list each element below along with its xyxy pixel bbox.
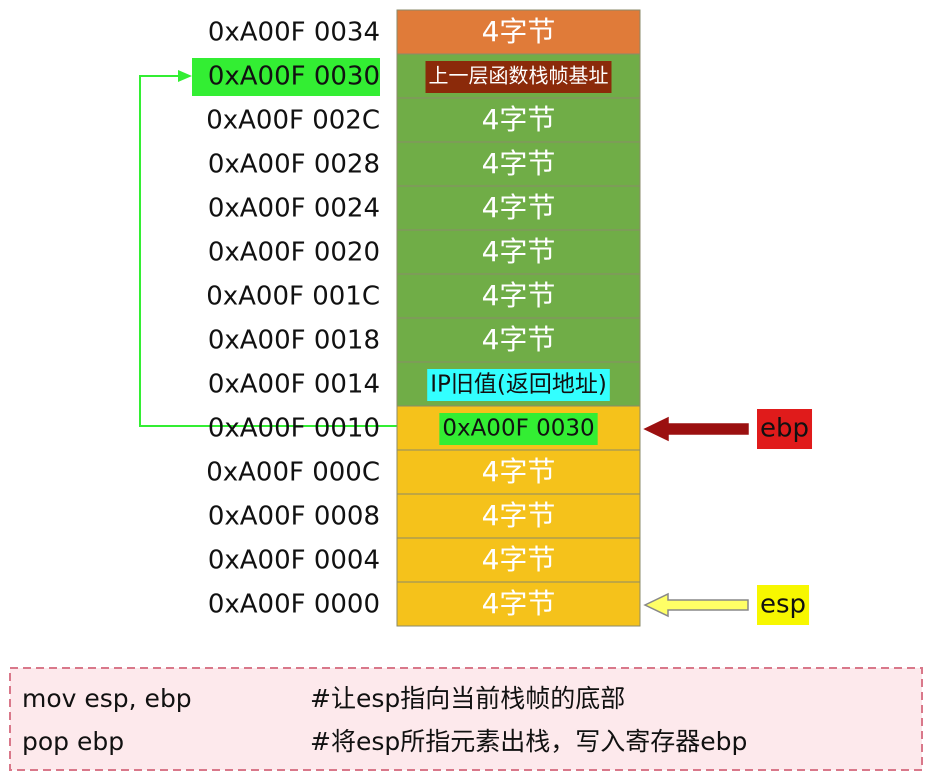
address: 0xA00F 0004 [208, 546, 380, 576]
stack-cell [396, 97, 641, 143]
cell-label: 4字节 [482, 323, 556, 356]
stack-cell [396, 185, 641, 231]
pointer-label-bg [757, 585, 810, 625]
link-arrowhead [178, 70, 192, 82]
stack-cell [396, 493, 641, 539]
cell-highlight [439, 413, 598, 445]
address: 0xA00F 0030 [208, 62, 380, 92]
cell-highlight [425, 61, 612, 93]
address: 0xA00F 0000 [208, 590, 380, 620]
address: 0xA00F 0034 [208, 18, 380, 48]
cell-label: 4字节 [482, 103, 556, 136]
pointer-label: esp [760, 590, 806, 620]
pointer-arrow [643, 416, 749, 442]
address: 0xA00F 0014 [208, 370, 380, 400]
cell-label: 4字节 [482, 235, 556, 268]
link-line [139, 75, 415, 427]
address: 0xA00F 0020 [208, 238, 380, 268]
address: 0xA00F 000C [206, 458, 380, 488]
address: 0xA00F 0018 [208, 326, 380, 356]
code-comment: #让esp指向当前栈帧的底部 [310, 684, 625, 713]
stack-cell [396, 273, 641, 319]
code-instruction: pop ebp [22, 727, 124, 756]
cell-highlight [427, 369, 610, 401]
cell-label: 4字节 [482, 499, 556, 532]
stack-cell [396, 9, 641, 55]
address: 0xA00F 001C [206, 282, 380, 312]
address: 0xA00F 0024 [208, 194, 380, 224]
cell-label: 0xA00F 0030 [442, 416, 594, 442]
cell-label: 4字节 [482, 279, 556, 312]
stack-cell [396, 537, 641, 583]
address: 0xA00F 0010 [208, 414, 380, 444]
code-comment: #将esp所指元素出栈，写入寄存器ebp [310, 727, 747, 756]
cell-label: 4字节 [482, 455, 556, 488]
stack-cell [396, 229, 641, 275]
address: 0xA00F 002C [206, 106, 380, 136]
code-box [9, 667, 923, 771]
pointer-label: ebp [760, 414, 809, 444]
stack-cell [396, 581, 641, 627]
cell-label: 上一层函数栈帧基址 [429, 64, 609, 88]
cell-label: 4字节 [482, 191, 556, 224]
stack-cell [396, 449, 641, 495]
pointer-arrow [643, 592, 749, 618]
cell-label: 4字节 [482, 15, 556, 48]
cell-label: 4字节 [482, 587, 556, 620]
cell-label: IP旧值(返回地址) [430, 372, 607, 398]
address: 0xA00F 0008 [208, 502, 380, 532]
address: 0xA00F 0028 [208, 150, 380, 180]
cell-label: 4字节 [482, 147, 556, 180]
pointer-label-bg [757, 409, 813, 449]
cell-label: 4字节 [482, 543, 556, 576]
stack-cell [396, 141, 641, 187]
code-instruction: mov esp, ebp [22, 684, 192, 713]
address-highlight [192, 58, 380, 96]
